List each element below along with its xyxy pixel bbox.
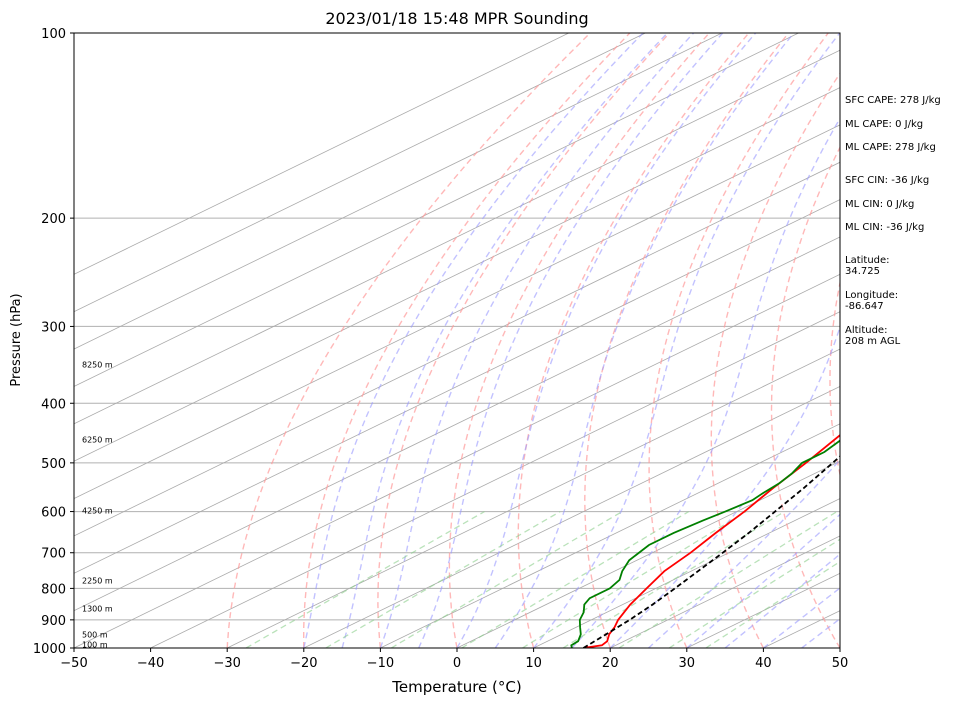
mixing-ratio-line [618,511,838,648]
moist-adiabat-line [648,458,840,648]
mixing-ratio-line [325,511,561,648]
isotherm-line [74,273,840,648]
moist-adiabat-line [456,33,757,648]
chart-title: 2023/01/18 15:48 MPR Sounding [325,9,588,28]
altitude-label: Altitude: [845,325,888,336]
dry-adiabat-line [377,33,671,648]
isotherm-line [74,33,799,387]
isotherm-line [74,236,840,612]
y-axis-label: Pressure (hPa) [9,293,24,386]
ml-cape-text: ML CAPE: 0 J/kg [845,119,924,130]
sfc-cin-text: SFC CIN: -36 J/kg [845,175,930,186]
dewpoint-profile-line [570,439,840,648]
y-tick-label: 400 [41,397,66,412]
y-tick-label: 300 [41,320,66,335]
y-tick-label: 500 [41,457,66,472]
dry-adiabat-line [303,33,631,648]
dry-adiabat-line [710,72,840,648]
y-tick-label: 900 [41,614,66,629]
y-tick-label: 100 [41,27,66,42]
mixing-ratio-line [461,511,690,648]
isotherm-line [303,385,840,648]
x-tick-label: −40 [137,656,164,671]
x-tick-label: 0 [453,656,461,671]
height-label: 1300 m [82,604,113,613]
mixing-ratio-line [522,511,747,648]
isotherm-line [533,498,840,648]
x-tick-label: −10 [367,656,394,671]
height-label: 100 m [82,640,108,649]
moist-adiabat-line [494,33,795,648]
moist-adiabat-line [533,33,840,648]
mixing-ratio-line [245,511,485,648]
ml-cape-text-2: ML CAPE: 278 J/kg [845,142,936,153]
isotherm-line [74,49,840,425]
y-tick-label: 1000 [33,642,66,657]
moist-adiabat-line [303,33,644,648]
y-tick-label: 800 [41,582,66,597]
isotherm-line [74,33,646,313]
y-tick-label: 700 [41,547,66,562]
x-tick-label: 40 [755,656,772,671]
isotherm-line [456,460,840,648]
isotherm-line [74,124,840,499]
mixing-ratio-line [390,511,623,648]
isotherm-line [74,87,840,462]
moist-adiabat-line [571,117,840,648]
dry-adiabat-line [942,33,961,648]
isotherm-line [380,423,840,648]
x-tick-label: 20 [602,656,619,671]
dry-adiabat-line [517,33,750,648]
x-tick-label: −50 [60,656,87,671]
dry-adiabat-line [648,33,829,648]
x-tick-label: 50 [832,656,849,671]
moist-adiabat-line [379,33,695,648]
moist-adiabat-line [724,553,840,648]
dry-adiabat-line [448,33,710,648]
height-label: 4250 m [82,507,113,516]
isotherm-line [74,199,840,574]
dry-adiabat-line [226,33,591,648]
temperature-profile-line [583,434,840,648]
longitude-label: Longitude: [845,290,899,301]
latitude-label: Latitude: [845,255,890,266]
x-tick-label: 10 [525,656,542,671]
dry-adiabat-line [584,33,790,648]
x-tick-label: −20 [290,656,317,671]
parcel-profile-line [582,455,840,648]
dry-adiabat-line [770,145,840,648]
x-tick-label: 30 [679,656,696,671]
height-label: 6250 m [82,436,113,445]
sfc-cape-text: SFC CAPE: 278 J/kg [845,95,941,106]
isotherm-line [610,535,840,648]
longitude-value: -86.647 [845,301,884,312]
ml-cin-text: ML CIN: 0 J/kg [845,199,915,210]
moist-adiabat-line [762,587,840,648]
moist-adiabat-line [418,33,724,648]
isotherm-line [150,311,840,648]
height-label: 500 m [82,631,108,640]
mixing-ratio-line [705,560,840,648]
isotherm-line [227,348,840,648]
x-axis-label: Temperature (°C) [391,678,521,696]
y-tick-label: 200 [41,212,66,227]
height-label: 8250 m [82,360,113,369]
mixing-ratio-line [668,538,840,648]
altitude-value: 208 m AGL [845,336,901,347]
moist-adiabat-line [341,33,668,648]
isotherm-line [74,161,840,537]
ml-cin-text-2: ML CIN: -36 J/kg [845,222,925,233]
height-label: 2250 m [82,577,113,586]
x-tick-label: −30 [213,656,240,671]
isotherm-line [74,33,723,350]
isotherm-line [74,33,569,275]
mixing-ratio-line [562,511,785,648]
latitude-value: 34.725 [845,266,880,277]
y-tick-label: 600 [41,506,66,521]
